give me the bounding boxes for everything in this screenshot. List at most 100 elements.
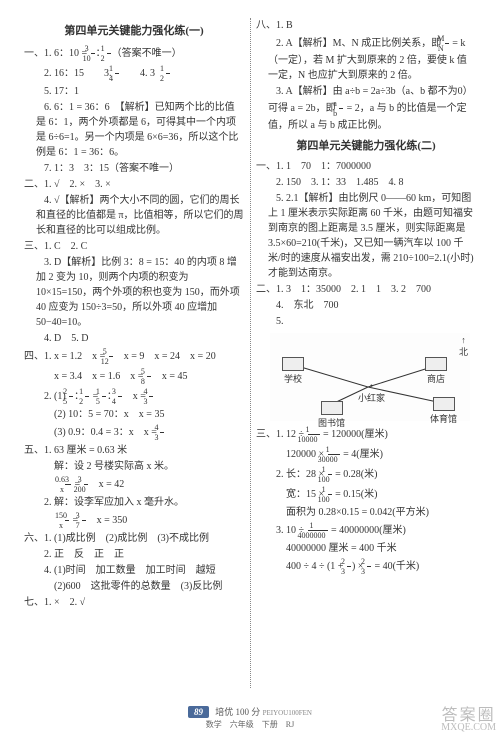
fraction: 25 bbox=[69, 387, 73, 406]
building-icon bbox=[425, 357, 447, 371]
fraction: 23 bbox=[347, 557, 351, 576]
fraction: 0.63x bbox=[65, 475, 71, 494]
right-body-2: 三、1. 12 ÷ 110000 = 120000(厘米) 120000 × 1… bbox=[256, 425, 476, 576]
footer-brand: 培优 100 分 bbox=[215, 707, 260, 717]
text-line: 150x = 37 x = 350 bbox=[24, 511, 244, 530]
watermark-line1: 答案圈 bbox=[441, 710, 496, 722]
left-body: 一、1. 6：10 = 310：12（答案不唯一） 2. 16：15 3. 14… bbox=[24, 44, 244, 610]
diagram-node: 体育馆 bbox=[430, 397, 457, 425]
diagram-node: 图书馆 bbox=[318, 401, 345, 429]
section-title-right: 第四单元关键能力强化练(二) bbox=[256, 137, 476, 153]
text-line: 3. D【解析】比例 3：8 = 15：40 的内项 8 增加 2 变为 10，… bbox=[24, 255, 244, 330]
diagram-node: •小红家 bbox=[358, 381, 385, 404]
diagram-node: 学校 bbox=[282, 357, 304, 385]
diagram-node-label: 商店 bbox=[425, 372, 447, 385]
text-line: 2. A【解析】M、N 成正比例关系，即 MN = k（一定），若 M 扩大到原… bbox=[256, 34, 476, 83]
diagram-node-label: 图书馆 bbox=[318, 416, 345, 429]
building-icon bbox=[282, 357, 304, 371]
text-line: 5. bbox=[256, 314, 476, 329]
text-line: 四、1. x = 1.2 x = 512 x = 9 x = 24 x = 20 bbox=[24, 347, 244, 366]
fraction: 14 bbox=[115, 64, 119, 83]
text-line: 2. 长：28 × 1100 = 0.28(米) bbox=[256, 465, 476, 484]
footer-roman: PEIYOU100FEN bbox=[263, 709, 312, 717]
fraction: ab bbox=[339, 99, 343, 118]
text-line: 2. 16：15 3. 14 4. 3 12 bbox=[24, 64, 244, 83]
text-line: 二、1. √ 2. × 3. × bbox=[24, 177, 244, 192]
text-line: 4. 东北 700 bbox=[256, 298, 476, 313]
text-line: 4. D 5. D bbox=[24, 331, 244, 346]
text-line: 5. 2.1【解析】由比例尺 0——60 km，可知图上 1 厘米表示实际距离 … bbox=[256, 191, 476, 281]
text-line: (2) 10：5 = 70：x x = 35 bbox=[24, 407, 244, 422]
text-line: 八、1. B bbox=[256, 18, 476, 33]
fraction: 43 bbox=[149, 387, 153, 406]
text-line: 40000000 厘米 = 400 千米 bbox=[256, 541, 476, 556]
fraction: 12 bbox=[107, 44, 111, 63]
fraction: 512 bbox=[109, 347, 113, 366]
text-line: 宽：15 × 1100 = 0.15(米) bbox=[256, 485, 476, 504]
text-line: 2. 正 反 正 正 bbox=[24, 547, 244, 562]
dot-icon: • bbox=[370, 381, 373, 391]
text-line: 二、1. 3 1：35000 2. 1 1 3. 2 700 bbox=[256, 282, 476, 297]
text-line: 0.63x = 3200 x = 42 bbox=[24, 475, 244, 494]
text-line: (3) 0.9：0.4 = 3：x x = 43 bbox=[24, 423, 244, 442]
fraction: 150x bbox=[65, 511, 69, 530]
watermark: 答案圈 MXQE.COM bbox=[441, 710, 496, 734]
fraction: 1100 bbox=[328, 465, 332, 484]
text-line: x = 3.4 x = 1.6 x = 58 x = 45 bbox=[24, 367, 244, 386]
text-line: 5. 17：1 bbox=[24, 84, 244, 99]
text-line: 六、1. (1)成比例 (2)成比例 (3)不成比例 bbox=[24, 531, 244, 546]
text-line: 3. A【解析】由 a÷b = 2a÷3b（a、b 都不为0）可得 a = 2b… bbox=[256, 84, 476, 133]
diagram-node-label: 学校 bbox=[282, 372, 304, 385]
fraction: 58 bbox=[147, 367, 151, 386]
text-line: 2. 150 3. 1：33 1.485 4. 8 bbox=[256, 175, 476, 190]
footer-sub: 数学 六年级 下册 RJ bbox=[0, 719, 500, 730]
text-line: 三、1. 12 ÷ 110000 = 120000(厘米) bbox=[256, 425, 476, 444]
fraction: MN bbox=[445, 34, 449, 53]
watermark-line2: MXQE.COM bbox=[441, 722, 496, 734]
text-line: 400 ÷ 4 ÷ (1 + 23) × 23 = 40(千米) bbox=[256, 557, 476, 576]
text-line: 7. 1：3 3：15（答案不唯一） bbox=[24, 161, 244, 176]
fraction: 12 bbox=[166, 64, 170, 83]
text-line: 4. √【解析】两个大小不同的圆，它们的周长和直径的比值都是 π，比值相等，所以… bbox=[24, 193, 244, 238]
fraction: 1100 bbox=[328, 485, 332, 504]
page-footer: 89 培优 100 分 PEIYOU100FEN 数学 六年级 下册 RJ bbox=[0, 705, 500, 730]
text-line: 七、1. × 2. √ bbox=[24, 595, 244, 610]
column-divider bbox=[250, 18, 251, 688]
text-line: 五、1. 63 厘米 = 0.63 米 bbox=[24, 443, 244, 458]
building-icon bbox=[433, 397, 455, 411]
fraction: 43 bbox=[160, 423, 164, 442]
text-line: 2. 解：设李军应加入 x 毫升水。 bbox=[24, 495, 244, 510]
right-body-1: 一、1. 1 70 1：7000000 2. 150 3. 1：33 1.485… bbox=[256, 159, 476, 329]
text-line: 2. (1) 25：12 = 15：34 x = 43 bbox=[24, 387, 244, 406]
page: 第四单元关键能力强化练(一) 一、1. 6：10 = 310：12（答案不唯一）… bbox=[0, 0, 500, 738]
text-line: 三、1. C 2. C bbox=[24, 239, 244, 254]
text-line: (2)600 这批零件的总数量 (3)反比例 bbox=[24, 579, 244, 594]
right-top-body: 八、1. B 2. A【解析】M、N 成正比例关系，即 MN = k（一定），若… bbox=[256, 18, 476, 133]
compass-icon: ↑ 北 bbox=[459, 335, 468, 358]
page-number: 89 bbox=[188, 706, 209, 718]
fraction: 37 bbox=[82, 511, 86, 530]
fraction: 130000 bbox=[328, 445, 340, 464]
diagram-node-label: 小红家 bbox=[358, 391, 385, 404]
fraction: 310 bbox=[91, 44, 95, 63]
fraction: 14000000 bbox=[308, 521, 328, 540]
diagram-node: 商店 bbox=[425, 357, 447, 385]
fraction: 3200 bbox=[84, 475, 88, 494]
text-line: 6. 6：1 = 36：6 【解析】已知两个比的比值是 6：1，两个外项都是 6… bbox=[24, 100, 244, 160]
diagram-node-label: 体育馆 bbox=[430, 412, 457, 425]
fraction: 23 bbox=[367, 557, 371, 576]
fraction: 12 bbox=[85, 387, 89, 406]
text-line: 解：设 2 号楼实际高 x 米。 bbox=[24, 459, 244, 474]
text-line: 面积为 0.28×0.15 = 0.042(平方米) bbox=[256, 505, 476, 520]
left-column: 第四单元关键能力强化练(一) 一、1. 6：10 = 310：12（答案不唯一）… bbox=[18, 18, 250, 698]
text-line: 一、1. 1 70 1：7000000 bbox=[256, 159, 476, 174]
fraction: 34 bbox=[118, 387, 122, 406]
text-line: 120000 × 130000 = 4(厘米) bbox=[256, 445, 476, 464]
building-icon bbox=[321, 401, 343, 415]
right-column: 八、1. B 2. A【解析】M、N 成正比例关系，即 MN = k（一定），若… bbox=[250, 18, 482, 698]
section-title-left: 第四单元关键能力强化练(一) bbox=[24, 22, 244, 38]
text-line: 4. (1)时间 加工数量 加工时间 越短 bbox=[24, 563, 244, 578]
text-line: 一、1. 6：10 = 310：12（答案不唯一） bbox=[24, 44, 244, 63]
text-line: 3. 10 ÷ 14000000 = 40000000(厘米) bbox=[256, 521, 476, 540]
fraction: 15 bbox=[102, 387, 106, 406]
